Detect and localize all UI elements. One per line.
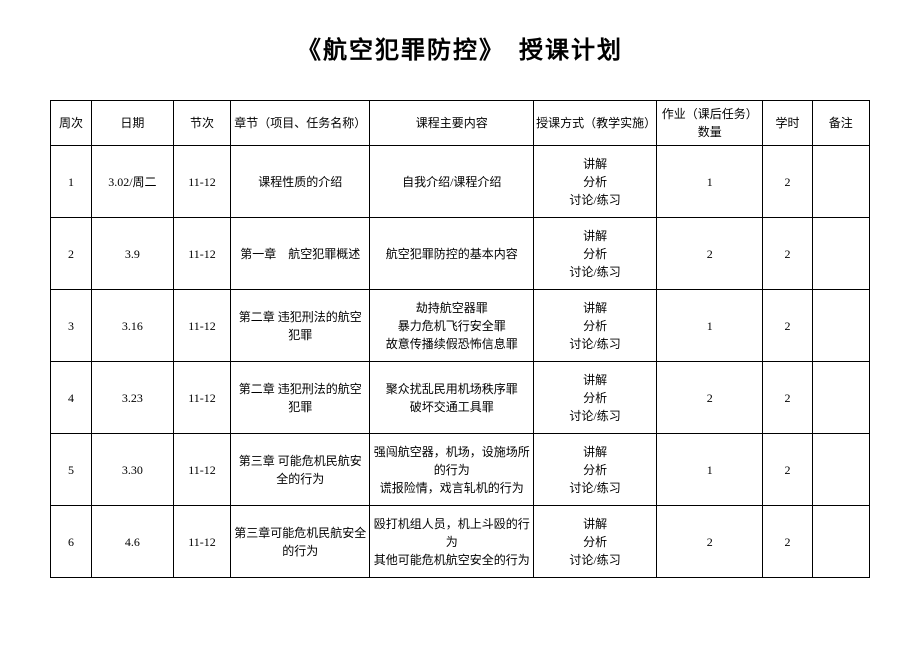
cell-week: 2 [51,218,92,290]
cell-remark [812,290,869,362]
cell-remark [812,434,869,506]
header-date: 日期 [91,101,173,146]
cell-hours: 2 [763,506,812,578]
table-row: 3 3.16 11-12 第二章 违犯刑法的航空犯罪 劫持航空器罪 暴力危机飞行… [51,290,870,362]
cell-chapter: 课程性质的介绍 [231,146,370,218]
header-homework: 作业（课后任务） 数量 [657,101,763,146]
cell-session: 11-12 [173,290,230,362]
cell-content: 航空犯罪防控的基本内容 [370,218,534,290]
cell-hours: 2 [763,146,812,218]
header-session: 节次 [173,101,230,146]
header-remark: 备注 [812,101,869,146]
cell-method: 讲解 分析 讨论/练习 [534,290,657,362]
cell-week: 5 [51,434,92,506]
table-row: 1 3.02/周二 11-12 课程性质的介绍 自我介绍/课程介绍 讲解 分析 … [51,146,870,218]
cell-week: 1 [51,146,92,218]
cell-remark [812,146,869,218]
cell-date: 3.23 [91,362,173,434]
table-row: 4 3.23 11-12 第二章 违犯刑法的航空犯罪 聚众扰乱民用机场秩序罪 破… [51,362,870,434]
table-row: 6 4.6 11-12 第三章可能危机民航安全的行为 殴打机组人员，机上斗殴的行… [51,506,870,578]
header-hours: 学时 [763,101,812,146]
cell-homework: 2 [657,362,763,434]
cell-session: 11-12 [173,362,230,434]
cell-date: 3.16 [91,290,173,362]
cell-method: 讲解 分析 讨论/练习 [534,506,657,578]
header-method: 授课方式（教学实施） [534,101,657,146]
table-header-row: 周次 日期 节次 章节（项目、任务名称） 课程主要内容 授课方式（教学实施） 作… [51,101,870,146]
cell-session: 11-12 [173,146,230,218]
header-chapter: 章节（项目、任务名称） [231,101,370,146]
page-title: 《航空犯罪防控》 授课计划 [50,30,870,65]
cell-session: 11-12 [173,218,230,290]
cell-session: 11-12 [173,506,230,578]
cell-method: 讲解 分析 讨论/练习 [534,146,657,218]
cell-hours: 2 [763,434,812,506]
header-week: 周次 [51,101,92,146]
cell-remark [812,218,869,290]
cell-homework: 1 [657,434,763,506]
cell-hours: 2 [763,362,812,434]
cell-method: 讲解 分析 讨论/练习 [534,218,657,290]
cell-content: 聚众扰乱民用机场秩序罪 破坏交通工具罪 [370,362,534,434]
cell-homework: 1 [657,290,763,362]
cell-homework: 1 [657,146,763,218]
cell-content: 劫持航空器罪 暴力危机飞行安全罪 故意传播续假恐怖信息罪 [370,290,534,362]
cell-chapter: 第三章 可能危机民航安全的行为 [231,434,370,506]
header-content: 课程主要内容 [370,101,534,146]
table-body: 1 3.02/周二 11-12 课程性质的介绍 自我介绍/课程介绍 讲解 分析 … [51,146,870,578]
table-row: 5 3.30 11-12 第三章 可能危机民航安全的行为 强闯航空器，机场，设施… [51,434,870,506]
table-row: 2 3.9 11-12 第一章 航空犯罪概述 航空犯罪防控的基本内容 讲解 分析… [51,218,870,290]
cell-remark [812,506,869,578]
cell-method: 讲解 分析 讨论/练习 [534,362,657,434]
cell-week: 6 [51,506,92,578]
cell-content: 自我介绍/课程介绍 [370,146,534,218]
cell-week: 4 [51,362,92,434]
cell-chapter: 第一章 航空犯罪概述 [231,218,370,290]
cell-method: 讲解 分析 讨论/练习 [534,434,657,506]
cell-chapter: 第三章可能危机民航安全的行为 [231,506,370,578]
cell-date: 3.9 [91,218,173,290]
cell-content: 殴打机组人员，机上斗殴的行为 其他可能危机航空安全的行为 [370,506,534,578]
cell-date: 4.6 [91,506,173,578]
cell-date: 3.02/周二 [91,146,173,218]
cell-date: 3.30 [91,434,173,506]
cell-session: 11-12 [173,434,230,506]
cell-hours: 2 [763,290,812,362]
cell-homework: 2 [657,218,763,290]
cell-week: 3 [51,290,92,362]
cell-chapter: 第二章 违犯刑法的航空犯罪 [231,290,370,362]
cell-chapter: 第二章 违犯刑法的航空犯罪 [231,362,370,434]
cell-content: 强闯航空器，机场，设施场所的行为 谎报险情，戏言轧机的行为 [370,434,534,506]
cell-homework: 2 [657,506,763,578]
cell-remark [812,362,869,434]
schedule-table: 周次 日期 节次 章节（项目、任务名称） 课程主要内容 授课方式（教学实施） 作… [50,100,870,578]
cell-hours: 2 [763,218,812,290]
